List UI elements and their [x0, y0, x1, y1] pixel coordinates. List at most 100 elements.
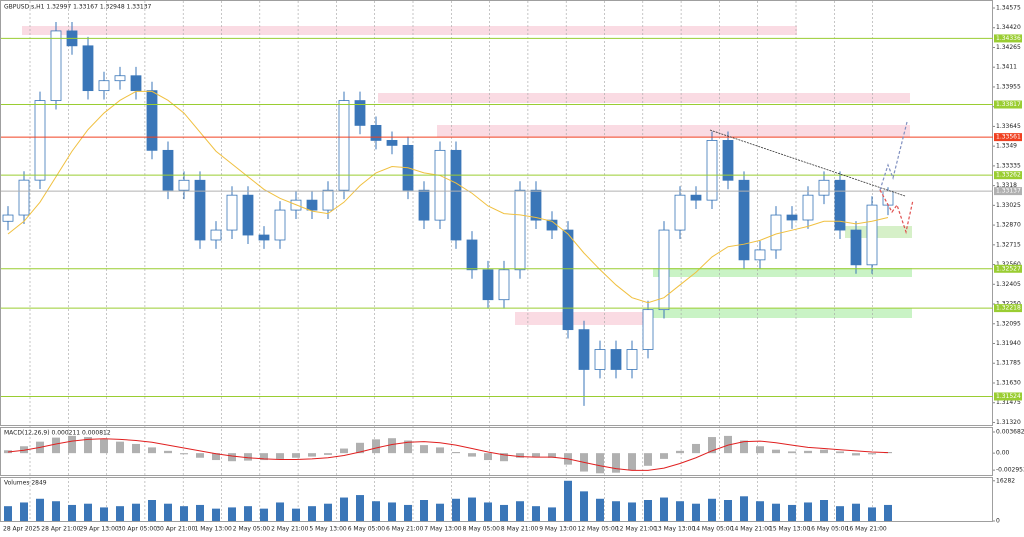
candle-body: [34, 100, 46, 181]
x-tick-label: 28 Apr 2025: [3, 526, 40, 533]
x-tick-label: 12 May 05:00: [578, 526, 619, 533]
y-tick-label: 1.31475: [996, 399, 1021, 406]
y-tick-label: 1.31940: [996, 340, 1021, 347]
x-tick-label: 15 May 13:00: [769, 526, 810, 533]
annotations: [22, 26, 912, 325]
y-tick-label: 1.33645: [996, 123, 1021, 130]
bar: [308, 453, 316, 457]
x-tick-label: 30 Apr 05:00: [118, 526, 157, 533]
bar: [452, 452, 460, 454]
candle-body: [306, 199, 318, 211]
bar: [68, 504, 76, 521]
bar: [596, 498, 604, 521]
x-tick-label: 28 Apr 21:00: [41, 526, 80, 533]
bar: [788, 504, 796, 521]
candle-body: [498, 269, 510, 301]
bar: [532, 453, 540, 457]
candle-body: [658, 229, 670, 311]
x-tick-label: 14 May 05:00: [692, 526, 733, 533]
macd-title: MACD(12,26,9) 0.000211 0.000812: [4, 430, 111, 437]
y-tick-label: 1.32870: [996, 222, 1021, 229]
bar: [116, 506, 124, 521]
y-tick-label: 1.32560: [996, 261, 1021, 268]
x-tick-label: 8 May 05:00: [463, 526, 501, 533]
bar: [612, 501, 620, 521]
y-tick-label: 1.32095: [996, 320, 1021, 327]
x-tick-label: 7 May 13:00: [424, 526, 462, 533]
supply-zone: [378, 93, 910, 103]
y-tick-label: 1.3318: [996, 182, 1017, 189]
bar: [52, 437, 60, 454]
y-tick-label: 1.3349: [996, 143, 1017, 150]
y-tick-label: 1.33955: [996, 83, 1021, 90]
bar: [628, 453, 636, 471]
bar: [580, 491, 588, 521]
bar: [740, 496, 748, 521]
candle-body: [610, 349, 622, 370]
demand-zone: [653, 268, 912, 277]
candle-body: [418, 189, 430, 221]
candle-body: [178, 179, 190, 191]
candle-body: [738, 179, 750, 261]
x-tick-label: 13 May 13:00: [654, 526, 695, 533]
x-tick-label: 8 May 21:00: [501, 526, 539, 533]
candle-body: [82, 45, 94, 92]
bar: [100, 439, 108, 454]
bar: [788, 451, 796, 454]
bar: [164, 450, 172, 454]
bar: [20, 502, 28, 521]
bar: [500, 504, 508, 521]
bar: [628, 502, 636, 521]
price-level-label: 1.34336: [996, 35, 1021, 42]
x-tick-label: 12 May 21:00: [616, 526, 657, 533]
bar: [244, 453, 252, 461]
x-tick-label: 2 May 21:00: [271, 526, 309, 533]
bar: [884, 504, 892, 521]
candle-body: [594, 349, 606, 370]
bar: [132, 443, 140, 454]
x-tick-label: 30 Apr 21:00: [156, 526, 195, 533]
supply-zone: [22, 26, 797, 35]
candle-body: [882, 190, 894, 206]
y-tick-label: 1.34575: [996, 5, 1021, 12]
price-level-box: [994, 171, 1022, 180]
bar: [820, 449, 828, 454]
x-tick-label: 6 May 21:00: [386, 526, 424, 533]
bar: [804, 502, 812, 521]
bar: [132, 503, 140, 521]
bar: [196, 504, 204, 521]
bar: [724, 500, 732, 521]
volume-title: Volumes 2849: [4, 480, 47, 487]
bar: [820, 500, 828, 521]
price-level-label: 1.32527: [996, 265, 1021, 272]
bar: [484, 502, 492, 521]
bar: [148, 500, 156, 521]
bar: [852, 453, 860, 456]
trend-line: [709, 129, 906, 197]
candle-body: [866, 204, 878, 266]
macd-panel-frame: [0, 427, 993, 476]
bar: [356, 495, 364, 521]
bar: [212, 508, 220, 521]
bar: [740, 440, 748, 454]
bar: [516, 501, 524, 521]
x-tick-label: 16 May 21:00: [846, 526, 887, 533]
x-tick-label: 1 May 13:00: [195, 526, 233, 533]
candle-body: [114, 75, 126, 82]
bar: [228, 507, 236, 521]
bar: [196, 453, 204, 458]
y-tick-label: 1.3411: [996, 64, 1017, 71]
y-tick-label: 1.31630: [996, 379, 1021, 386]
bar: [852, 503, 860, 521]
bar: [276, 502, 284, 521]
bar: [20, 446, 28, 454]
bar: [84, 437, 92, 454]
bar: [468, 497, 476, 521]
candle-body: [850, 229, 862, 266]
bar: [36, 498, 44, 521]
price-level-label: 1.32218: [996, 305, 1021, 312]
candle-body: [354, 100, 366, 126]
x-tick-label: 5 May 13:00: [309, 526, 347, 533]
bar: [52, 501, 60, 521]
bar: [212, 453, 220, 461]
